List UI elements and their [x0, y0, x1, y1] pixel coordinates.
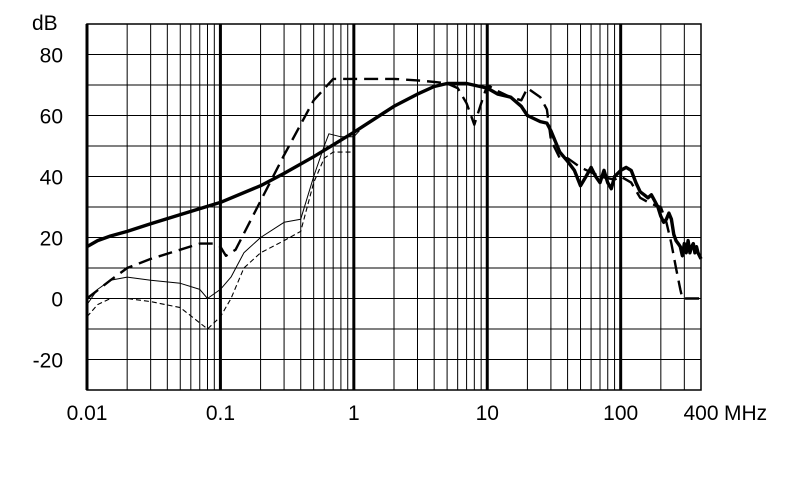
- grid: [85, 23, 702, 391]
- x-tick-label: 100: [603, 402, 638, 425]
- x-tick-label: 10: [476, 402, 499, 425]
- series-line-thick-solid: [86, 81, 703, 260]
- y-tick-label: 40: [40, 167, 63, 190]
- y-tick-label: 80: [40, 45, 63, 68]
- x-unit-label: MHz: [724, 402, 767, 425]
- x-tick-label: 0.1: [206, 402, 235, 425]
- y-tick-label: 20: [40, 228, 63, 251]
- y-tick-label: 60: [40, 106, 63, 129]
- y-tick-label: 0: [51, 289, 63, 312]
- tick-labels: 80 60 40 20 0 -20 0.01 0.1 1 10 100 400 MHz: [33, 45, 768, 426]
- series-lines: [86, 77, 703, 330]
- series-line-short-dash: [86, 151, 354, 330]
- y-unit-label: dB: [32, 12, 58, 35]
- x-tick-label: 0.01: [67, 402, 108, 425]
- series-line-long-dash: [86, 77, 701, 300]
- x-tick-label: 1: [348, 402, 360, 425]
- y-tick-label: -20: [33, 350, 63, 373]
- series-line-thin-solid: [86, 130, 360, 305]
- x-tick-label: 400: [683, 402, 718, 425]
